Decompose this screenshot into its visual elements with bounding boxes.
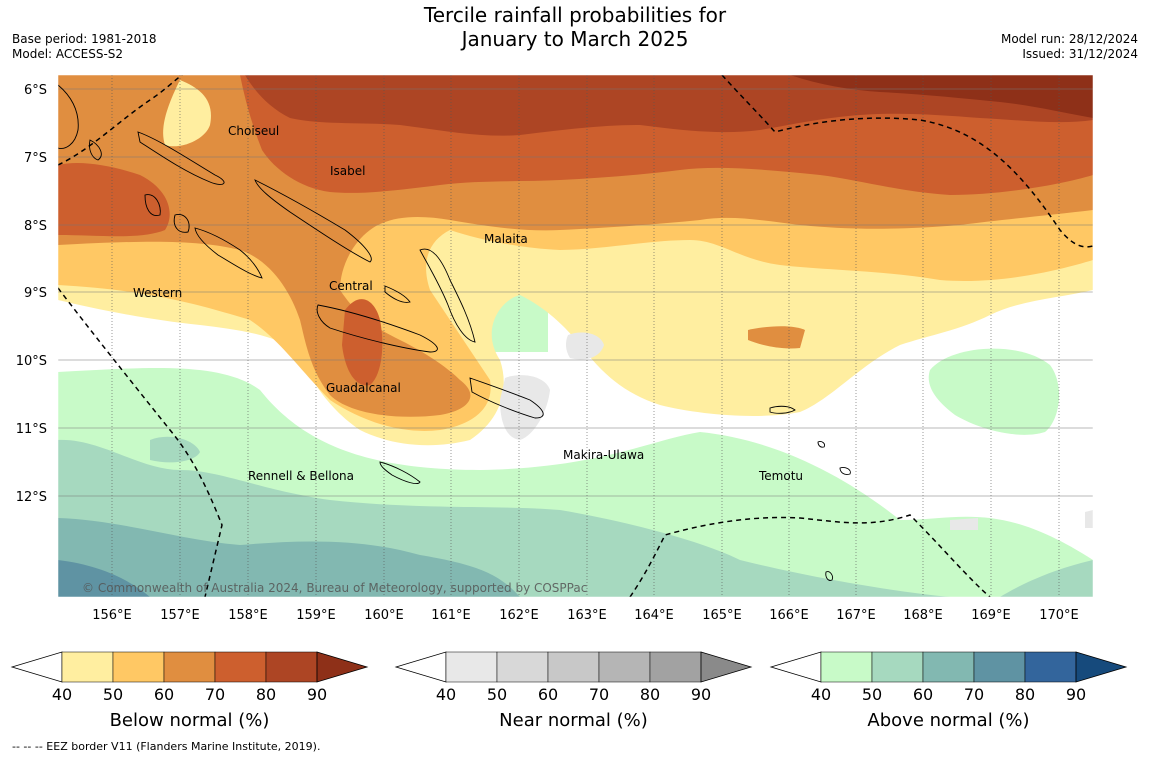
- probability-fill: Choiseul Isabel Malaita Western Central …: [58, 75, 1093, 597]
- lat-label: 8°S: [24, 219, 47, 234]
- colorbar-tick-label: 90: [1066, 685, 1086, 704]
- meta-left: Base period: 1981-2018 Model: ACCESS-S2: [12, 32, 157, 62]
- colorbar-tick-label: 50: [862, 685, 882, 704]
- lon-label: 167°E: [836, 608, 876, 623]
- colorbar-title: Above normal (%): [867, 710, 1029, 731]
- colorbar-segment: [1024, 651, 1077, 683]
- lon-label: 156°E: [92, 608, 132, 623]
- colorbar-segment: [547, 651, 600, 683]
- colorbar-tick-label: 60: [538, 685, 558, 704]
- lat-label: 7°S: [24, 151, 47, 166]
- lat-labels: 6°S 7°S 8°S 9°S 10°S 11°S 12°S: [16, 83, 47, 505]
- colorbar-tick-label: 80: [256, 685, 276, 704]
- colorbar-segment: [214, 651, 267, 683]
- colorbar-segment: [649, 651, 702, 683]
- coastlines: [58, 84, 851, 581]
- map-gridlines: [111, 75, 1060, 597]
- colorbars: 40 50 60 70 80 90 Below normal (%) 40 50 60 70 80 9…: [10, 651, 1128, 731]
- model-run: Model run: 28/12/2024: [1000, 32, 1138, 46]
- colorbar-tick-label: 50: [103, 685, 123, 704]
- lat-label: 9°S: [24, 286, 47, 301]
- colorbar-segment: [820, 651, 873, 683]
- colorbar-segment: [265, 651, 318, 683]
- lon-label: 166°E: [769, 608, 809, 623]
- colorbar-segment: [61, 651, 114, 683]
- province-choiseul: Choiseul: [228, 124, 279, 138]
- lon-label: 162°E: [499, 608, 539, 623]
- colorbar-above-normal: 40 50 60 70 80 90 Above normal (%): [769, 651, 1128, 731]
- province-malaita: Malaita: [484, 232, 528, 246]
- colorbar-tick-label: 80: [1015, 685, 1035, 704]
- eez-borders: [58, 75, 1093, 597]
- colorbar-high-arrow: [316, 651, 369, 683]
- colorbar-below-normal: 40 50 60 70 80 90 Below normal (%): [10, 651, 369, 731]
- colorbar-tick-label: 90: [691, 685, 711, 704]
- lon-labels: 156°E 157°E 158°E 159°E 160°E 161°E 162°…: [92, 608, 1079, 623]
- meta-right: Model run: 28/12/2024 Issued: 31/12/2024: [1001, 32, 1138, 62]
- lon-label: 170°E: [1039, 608, 1079, 623]
- province-isabel: Isabel: [330, 164, 365, 178]
- lon-label: 159°E: [296, 608, 336, 623]
- base-period: Base period: 1981-2018: [12, 32, 157, 46]
- title-line-2: January to March 2025: [461, 27, 689, 51]
- lon-label: 164°E: [634, 608, 674, 623]
- province-makira-ulawa: Makira-Ulawa: [563, 448, 644, 462]
- province-guadalcanal: Guadalcanal: [326, 381, 401, 395]
- lon-label: 163°E: [567, 608, 607, 623]
- colorbar-tick-label: 60: [913, 685, 933, 704]
- colorbar-tick-label: 60: [154, 685, 174, 704]
- colorbar-tick-label: 80: [640, 685, 660, 704]
- lat-label: 10°S: [16, 354, 47, 369]
- province-temotu: Temotu: [758, 469, 803, 483]
- colorbar-segment: [112, 651, 165, 683]
- colorbar-segment: [871, 651, 924, 683]
- chart-title: Tercile rainfall probabilities for Janua…: [0, 3, 1150, 51]
- colorbar-segment: [922, 651, 975, 683]
- colorbar-high-arrow: [700, 651, 753, 683]
- eez-footnote: -- -- -- EEZ border V11 (Flanders Marine…: [12, 740, 321, 753]
- lat-label: 12°S: [16, 490, 47, 505]
- colorbar-segment: [973, 651, 1026, 683]
- colorbar-segment: [598, 651, 651, 683]
- lon-label: 157°E: [160, 608, 200, 623]
- copyright-text: © Commonwealth of Australia 2024, Bureau…: [82, 581, 587, 595]
- colorbar-low-arrow: [769, 651, 822, 683]
- lon-label: 158°E: [228, 608, 268, 623]
- lat-label: 11°S: [16, 422, 47, 437]
- colorbar-segment: [496, 651, 549, 683]
- colorbar-near-normal: 40 50 60 70 80 90 Near normal (%): [394, 651, 753, 731]
- colorbar-tick-label: 70: [964, 685, 984, 704]
- colorbar-title: Near normal (%): [499, 710, 648, 731]
- colorbar-tick-label: 50: [487, 685, 507, 704]
- title-line-1: Tercile rainfall probabilities for: [423, 3, 727, 27]
- lon-label: 165°E: [702, 608, 742, 623]
- issued-date: Issued: 31/12/2024: [1022, 47, 1138, 61]
- colorbar-low-arrow: [10, 651, 63, 683]
- colorbar-tick-label: 40: [436, 685, 456, 704]
- province-rennell-bellona: Rennell & Bellona: [248, 469, 354, 483]
- colorbar-segment: [163, 651, 216, 683]
- forecast-map: Choiseul Isabel Malaita Western Central …: [16, 74, 1094, 623]
- province-labels: Choiseul Isabel Malaita Western Central …: [133, 124, 803, 483]
- colorbar-low-arrow: [394, 651, 447, 683]
- colorbar-high-arrow: [1075, 651, 1128, 683]
- colorbar-tick-label: 70: [205, 685, 225, 704]
- colorbar-segment: [445, 651, 498, 683]
- colorbar-tick-label: 40: [811, 685, 831, 704]
- colorbar-tick-label: 70: [589, 685, 609, 704]
- lon-label: 168°E: [903, 608, 943, 623]
- province-western: Western: [133, 286, 182, 300]
- lon-label: 160°E: [364, 608, 404, 623]
- colorbar-title: Below normal (%): [110, 710, 270, 731]
- model-name: Model: ACCESS-S2: [12, 47, 124, 61]
- lon-label: 161°E: [431, 608, 471, 623]
- colorbar-tick-label: 40: [52, 685, 72, 704]
- province-central: Central: [329, 279, 373, 293]
- lat-label: 6°S: [24, 83, 47, 98]
- colorbar-tick-label: 90: [307, 685, 327, 704]
- lon-label: 169°E: [971, 608, 1011, 623]
